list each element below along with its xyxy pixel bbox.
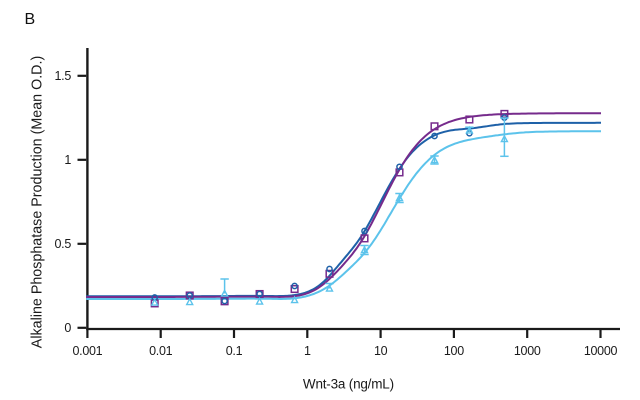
svg-text:1: 1: [304, 344, 311, 358]
svg-text:Wnt-3a (ng/mL): Wnt-3a (ng/mL): [303, 377, 394, 392]
svg-text:1: 1: [64, 153, 71, 167]
svg-text:0.1: 0.1: [226, 344, 243, 358]
svg-text:1.5: 1.5: [55, 69, 72, 83]
svg-text:100: 100: [444, 344, 464, 358]
svg-text:0.01: 0.01: [149, 344, 172, 358]
svg-text:10: 10: [374, 344, 388, 358]
svg-text:10000: 10000: [584, 344, 618, 358]
svg-text:Alkaline Phosphatase Productio: Alkaline Phosphatase Production (Mean O.…: [30, 56, 46, 348]
svg-text:0.001: 0.001: [73, 344, 103, 358]
svg-text:0: 0: [64, 321, 71, 335]
svg-text:B: B: [25, 11, 36, 28]
svg-text:0.5: 0.5: [55, 237, 72, 251]
svg-text:1000: 1000: [514, 344, 541, 358]
